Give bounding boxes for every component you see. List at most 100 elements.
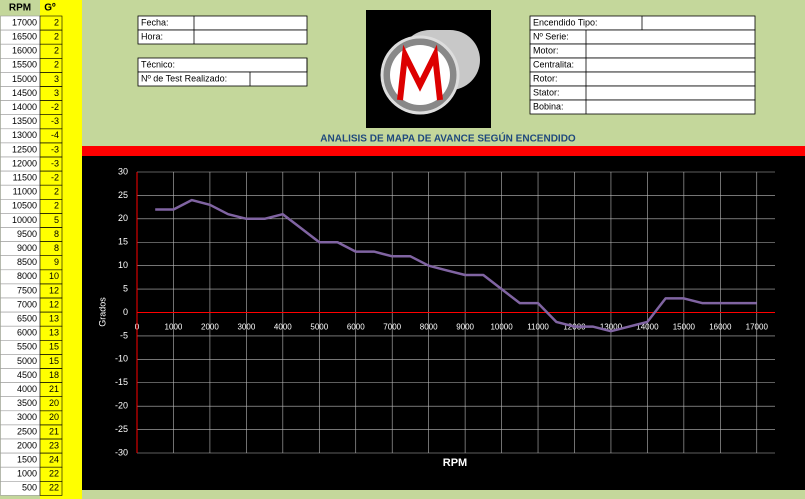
form-cell bbox=[137, 29, 308, 45]
g-value: 12 bbox=[49, 285, 59, 295]
g-value: 20 bbox=[49, 412, 59, 422]
rpm-value: 15000 bbox=[12, 74, 37, 84]
y-tick-label: -20 bbox=[115, 401, 128, 411]
x-tick-label: 11000 bbox=[527, 323, 549, 332]
y-tick-label: 20 bbox=[118, 213, 128, 223]
x-tick-label: 9000 bbox=[456, 323, 474, 332]
x-tick-label: 1000 bbox=[165, 323, 183, 332]
g-cell bbox=[39, 480, 63, 496]
form-label: Rotor: bbox=[533, 73, 558, 83]
rpm-value: 4500 bbox=[17, 370, 37, 380]
x-axis-label: RPM bbox=[443, 457, 467, 469]
x-tick-label: 8000 bbox=[420, 323, 438, 332]
form-label: Nº de Test Realizado: bbox=[141, 73, 227, 83]
x-tick-label: 13000 bbox=[600, 323, 623, 332]
form-cell bbox=[529, 71, 756, 87]
g-value: 15 bbox=[49, 342, 59, 352]
g-value: 13 bbox=[49, 328, 59, 338]
y-tick-label: 25 bbox=[118, 190, 128, 200]
x-tick-label: 14000 bbox=[636, 323, 659, 332]
g-value: 2 bbox=[54, 17, 59, 27]
x-tick-label: 3000 bbox=[237, 323, 255, 332]
rpm-value: 2000 bbox=[17, 440, 37, 450]
rpm-value: 14500 bbox=[12, 88, 37, 98]
g-value: 2 bbox=[54, 60, 59, 70]
rpm-value: 12000 bbox=[12, 158, 37, 168]
rpm-value: 3000 bbox=[17, 412, 37, 422]
rpm-value: 5500 bbox=[17, 342, 37, 352]
form-label: Encendido Tipo: bbox=[533, 17, 598, 27]
y-tick-label: -30 bbox=[115, 447, 128, 457]
form-cell bbox=[529, 43, 756, 59]
y-tick-label: -5 bbox=[120, 330, 128, 340]
g-value: 22 bbox=[49, 469, 59, 479]
g-value: 2 bbox=[54, 201, 59, 211]
column-header: Gº bbox=[44, 3, 56, 14]
g-value: 12 bbox=[49, 299, 59, 309]
rpm-value: 5000 bbox=[17, 356, 37, 366]
g-value: 15 bbox=[49, 356, 59, 366]
g-value: 2 bbox=[54, 187, 59, 197]
form-label: Hora: bbox=[141, 31, 163, 41]
rpm-value: 1000 bbox=[17, 469, 37, 479]
form-label: Centralita: bbox=[533, 59, 574, 69]
y-tick-label: -15 bbox=[115, 377, 128, 387]
g-value: 9 bbox=[54, 257, 59, 267]
x-tick-label: 4000 bbox=[274, 323, 292, 332]
g-value: 21 bbox=[49, 426, 59, 436]
rpm-value: 8500 bbox=[17, 257, 37, 267]
x-tick-label: 17000 bbox=[746, 323, 769, 332]
form-label: Técnico: bbox=[141, 59, 175, 69]
x-tick-label: 10000 bbox=[490, 323, 513, 332]
rpm-value: 13500 bbox=[12, 116, 37, 126]
form-label: Fecha: bbox=[141, 17, 169, 27]
x-tick-label: 16000 bbox=[709, 323, 732, 332]
g-value: 21 bbox=[49, 384, 59, 394]
g-value: 22 bbox=[49, 483, 59, 493]
x-tick-label: 2000 bbox=[201, 323, 219, 332]
form-cell bbox=[529, 99, 756, 115]
yellow-column bbox=[40, 0, 82, 499]
y-tick-label: 5 bbox=[123, 283, 128, 293]
form-label: Motor: bbox=[533, 45, 559, 55]
form-cell bbox=[529, 85, 756, 101]
rpm-value: 11500 bbox=[13, 173, 37, 183]
rpm-value: 500 bbox=[22, 483, 37, 493]
y-tick-label: 30 bbox=[118, 166, 128, 176]
rpm-value: 15500 bbox=[12, 60, 37, 70]
y-axis-label: Grados bbox=[97, 297, 107, 327]
g-value: 2 bbox=[54, 32, 59, 42]
form-cell bbox=[137, 71, 308, 87]
rpm-value: 7500 bbox=[17, 285, 37, 295]
rpm-value: 11000 bbox=[13, 187, 37, 197]
chart-title: ANALISIS DE MAPA DE AVANCE SEGÚN ENCENDI… bbox=[320, 132, 576, 145]
rpm-value: 9000 bbox=[17, 243, 37, 253]
y-tick-label: 10 bbox=[118, 260, 128, 270]
g-value: -4 bbox=[51, 130, 59, 140]
logo-letter bbox=[397, 44, 443, 101]
rpm-value: 14000 bbox=[12, 102, 37, 112]
g-value: 24 bbox=[49, 455, 59, 465]
g-value: -2 bbox=[51, 102, 59, 112]
rpm-value: 10000 bbox=[12, 215, 37, 225]
rpm-value: 9500 bbox=[17, 229, 37, 239]
red-bar bbox=[82, 146, 805, 156]
y-tick-label: -25 bbox=[115, 424, 128, 434]
x-tick-label: 6000 bbox=[347, 323, 365, 332]
g-value: 8 bbox=[54, 243, 59, 253]
chart-bg bbox=[82, 156, 805, 490]
y-tick-label: 0 bbox=[123, 307, 128, 317]
rpm-value: 3500 bbox=[17, 398, 37, 408]
rpm-value: 4000 bbox=[17, 384, 37, 394]
y-tick-label: 15 bbox=[118, 237, 128, 247]
rpm-value: 6000 bbox=[17, 328, 37, 338]
g-value: 3 bbox=[54, 88, 59, 98]
rpm-value: 17000 bbox=[12, 17, 37, 27]
g-value: 18 bbox=[49, 370, 59, 380]
form-label: Nº Serie: bbox=[533, 31, 569, 41]
rpm-value: 2500 bbox=[17, 426, 37, 436]
x-tick-label: 7000 bbox=[383, 323, 401, 332]
rpm-value: 7000 bbox=[17, 299, 37, 309]
g-value: 20 bbox=[49, 398, 59, 408]
